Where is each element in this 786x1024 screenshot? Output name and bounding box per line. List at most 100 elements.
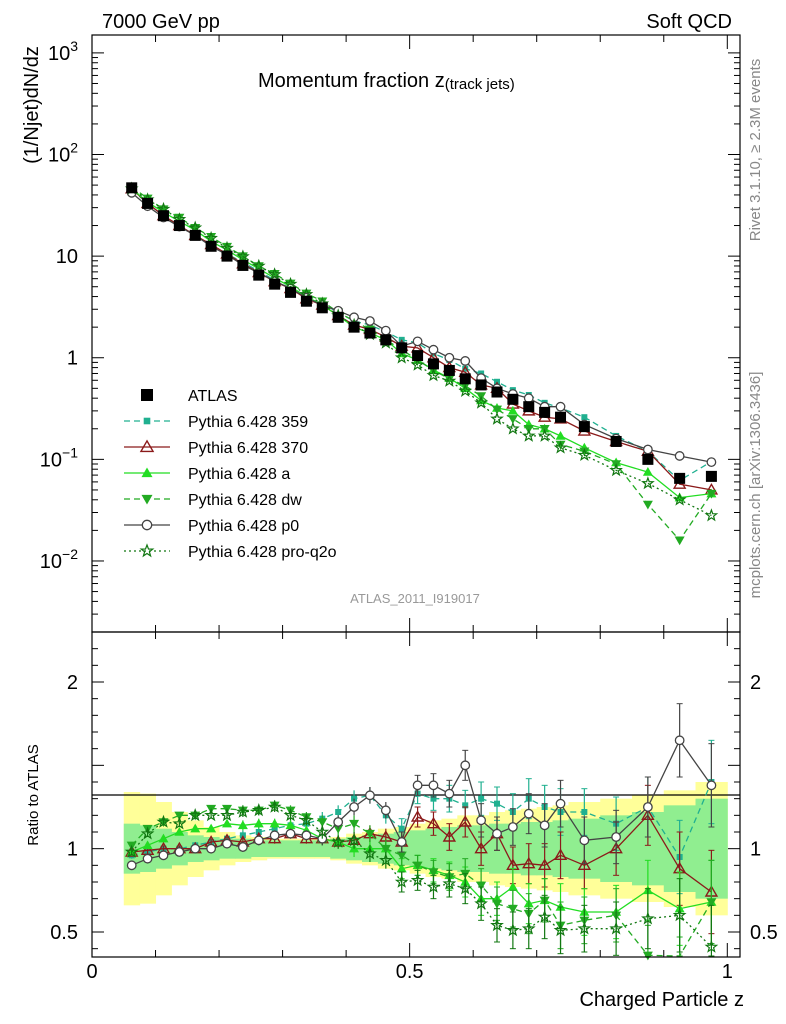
mcplots-label: mcplots.cern.ch [arXiv:1306.3436] [747, 372, 764, 599]
main-point-6-26 [537, 428, 552, 442]
xtick-label-1: 0.5 [396, 961, 424, 983]
xtick-label-0: 0 [86, 961, 97, 983]
legend-label-4: Pythia 6.428 dw [188, 492, 302, 509]
main-point-0-20 [443, 364, 455, 376]
ratio-point-4-14 [349, 802, 359, 812]
main-point-0-27 [555, 411, 567, 423]
main-point-5-27 [555, 401, 566, 412]
xtick-label-2: 1 [722, 961, 733, 983]
ratio-point-2-2 [158, 833, 169, 843]
ratio-point-0-21 [462, 802, 469, 809]
legend-label-0: ATLAS [188, 388, 238, 405]
ratio-point-2-6 [222, 818, 232, 828]
ratio-point-5-30 [641, 911, 655, 925]
ratio-point-0-28 [581, 809, 588, 815]
legend-entry-0: ATLAS [141, 388, 238, 405]
band-inner-12 [314, 840, 331, 857]
main-point-4-32 [706, 489, 717, 499]
ratio-point-4-24 [507, 822, 518, 832]
header-left: 7000 GeV pp [102, 11, 220, 33]
main-point-4-20 [444, 375, 455, 384]
band-inner-10 [282, 840, 299, 857]
ratio-point-2-8 [253, 818, 264, 828]
band-inner-21 [457, 825, 474, 872]
main-point-6-17 [394, 350, 409, 364]
ratio-point-5-27 [553, 923, 568, 937]
main-point-0-11 [300, 295, 312, 307]
main-point-6-25 [521, 428, 536, 442]
main-point-0-23 [491, 386, 503, 398]
ratio-point-1-20 [442, 830, 457, 842]
main-point-6-28 [577, 447, 592, 462]
main-ytick-label-1: 102 [48, 140, 78, 167]
ratio-point-5-14 [347, 833, 361, 847]
ratio-ytick-label-left-0: 2 [67, 672, 78, 694]
main-point-4-23 [492, 405, 502, 415]
main-point-6-18 [410, 357, 425, 371]
main-point-0-29 [610, 435, 622, 447]
ratio-point-4-26 [539, 820, 550, 831]
ratio-point-0-19 [430, 795, 437, 802]
ratio-point-2-10 [285, 820, 296, 830]
ratio-point-3-32 [706, 898, 717, 907]
main-series-line-1 [131, 189, 712, 482]
ratio-point-5-10 [283, 808, 298, 822]
main-point-6-6 [220, 240, 234, 254]
ratio-point-1-27 [553, 848, 568, 861]
ratio-axes: 2 2 1 1 0.5 0.5 0 0.5 1 [50, 631, 778, 983]
ratio-point-5-3 [172, 816, 187, 830]
ratio-series-4 [126, 703, 717, 871]
legend-entry-4: Pythia 6.428 dw [124, 492, 302, 509]
legend-label-1: Pythia 6.428 359 [188, 414, 308, 431]
ratio-point-5-17 [394, 874, 409, 888]
ratio-point-2-3 [174, 827, 185, 836]
ratio-point-2-24 [507, 882, 518, 891]
ratio-point-5-9 [267, 799, 282, 813]
header-right: Soft QCD [646, 11, 732, 33]
main-point-4-31 [674, 536, 685, 546]
main-point-6-32 [704, 508, 719, 522]
ratio-point-4-18 [412, 780, 423, 791]
ratio-point-5-21 [458, 881, 473, 895]
ratio-point-5-24 [506, 922, 520, 937]
main-point-0-31 [674, 472, 686, 484]
main-point-1-28 [581, 414, 588, 421]
ratio-point-1-21 [458, 815, 472, 827]
ratio-point-5-25 [521, 921, 536, 935]
ratio-point-4-3 [174, 847, 185, 857]
ratio-point-3-16 [380, 844, 391, 854]
ratio-point-5-12 [315, 824, 330, 838]
ratio-point-4-17 [396, 837, 407, 847]
main-point-6-19 [426, 368, 441, 382]
ratio-point-4-25 [523, 808, 534, 819]
ratio-point-4-7 [237, 842, 248, 852]
legend-entry-1: Pythia 6.428 359 [124, 414, 308, 431]
ratio-ytick-label-left-1: 1 [67, 839, 78, 861]
ratio-point-3-22 [476, 881, 487, 891]
main-series-0 [126, 182, 717, 484]
ratio-point-3-15 [364, 829, 375, 839]
ratio-point-2-9 [269, 818, 280, 828]
ratio-point-1-26 [537, 858, 552, 871]
main-point-6-20 [442, 373, 457, 387]
main-point-0-24 [507, 393, 519, 405]
ratio-point-4-15 [365, 790, 375, 801]
main-point-6-27 [553, 440, 568, 454]
main-point-6-31 [672, 492, 687, 506]
main-point-6-9 [267, 267, 282, 281]
legend-entry-2: Pythia 6.428 370 [124, 439, 308, 457]
ratio-plot: 2 2 1 1 0.5 0.5 0 0.5 1 Ratio to ATLAS Charged P… [25, 631, 778, 1011]
ratio-point-2-1 [142, 840, 153, 850]
ratio-point-4-11 [301, 830, 312, 841]
main-point-5-15 [365, 316, 375, 326]
main-point-0-9 [269, 278, 281, 290]
ratio-point-5-0 [124, 844, 139, 858]
main-point-0-32 [705, 470, 717, 482]
main-point-0-5 [205, 240, 217, 252]
main-point-0-3 [173, 220, 185, 232]
ratio-point-3-19 [428, 868, 439, 877]
ratio-point-4-32 [706, 780, 717, 791]
main-point-0-18 [412, 350, 424, 362]
ratio-point-4-10 [285, 828, 296, 839]
